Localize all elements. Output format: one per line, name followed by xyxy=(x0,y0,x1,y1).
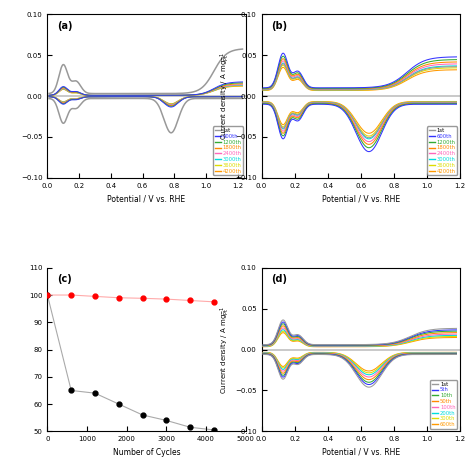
Y-axis label: Current density / A $\mathregular{mg_{Pt}^{-1}}$: Current density / A $\mathregular{mg_{Pt… xyxy=(219,305,232,394)
Text: (b): (b) xyxy=(272,21,288,31)
Text: (c): (c) xyxy=(57,274,72,284)
Legend: 1st, 600th, 1200th, 1800th, 2400th, 3000th, 3600th, 4200th: 1st, 600th, 1200th, 1800th, 2400th, 3000… xyxy=(213,127,243,175)
X-axis label: Number of Cycles: Number of Cycles xyxy=(113,448,180,457)
Text: (d): (d) xyxy=(272,274,287,284)
X-axis label: Potential / V vs. RHE: Potential / V vs. RHE xyxy=(321,448,400,457)
Legend: 1st, 5th, 10th, 50th, 100th, 200th, 300th, 600th: 1st, 5th, 10th, 50th, 100th, 200th, 300t… xyxy=(430,380,457,428)
X-axis label: Potential / V vs. RHE: Potential / V vs. RHE xyxy=(321,194,400,203)
Legend: 1st, 600th, 1200th, 1800th, 2400th, 3000th, 3600th, 4200th: 1st, 600th, 1200th, 1800th, 2400th, 3000… xyxy=(427,127,457,175)
X-axis label: Potential / V vs. RHE: Potential / V vs. RHE xyxy=(108,194,186,203)
Text: (a): (a) xyxy=(57,21,73,31)
Y-axis label: Current density / A $\mathregular{mg_{Pt}^{-1}}$: Current density / A $\mathregular{mg_{Pt… xyxy=(219,52,232,140)
